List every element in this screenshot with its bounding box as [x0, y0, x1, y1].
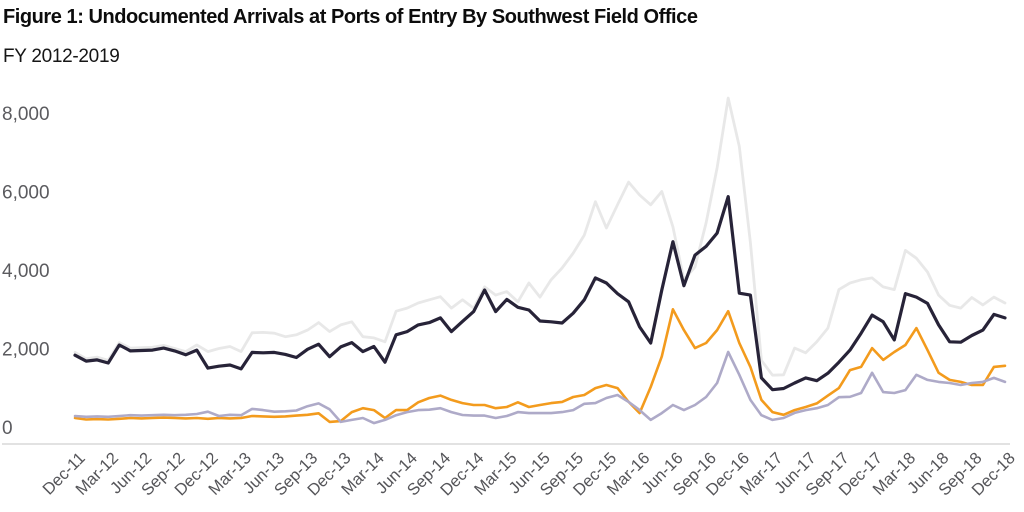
y-tick-label: 0 — [2, 418, 13, 439]
series-line-light-gray — [73, 96, 1007, 377]
y-tick-label: 2,000 — [2, 340, 50, 361]
chart-subtitle: FY 2012-2019 — [3, 46, 120, 67]
series-line-lavender — [73, 350, 1007, 425]
y-tick-label: 8,000 — [2, 104, 50, 125]
series-line-orange — [73, 307, 1007, 424]
chart-title: Figure 1: Undocumented Arrivals at Ports… — [3, 6, 698, 28]
y-tick-label: 6,000 — [2, 183, 50, 204]
series-line-dark-navy — [73, 195, 1007, 392]
y-tick-label: 4,000 — [2, 261, 50, 282]
